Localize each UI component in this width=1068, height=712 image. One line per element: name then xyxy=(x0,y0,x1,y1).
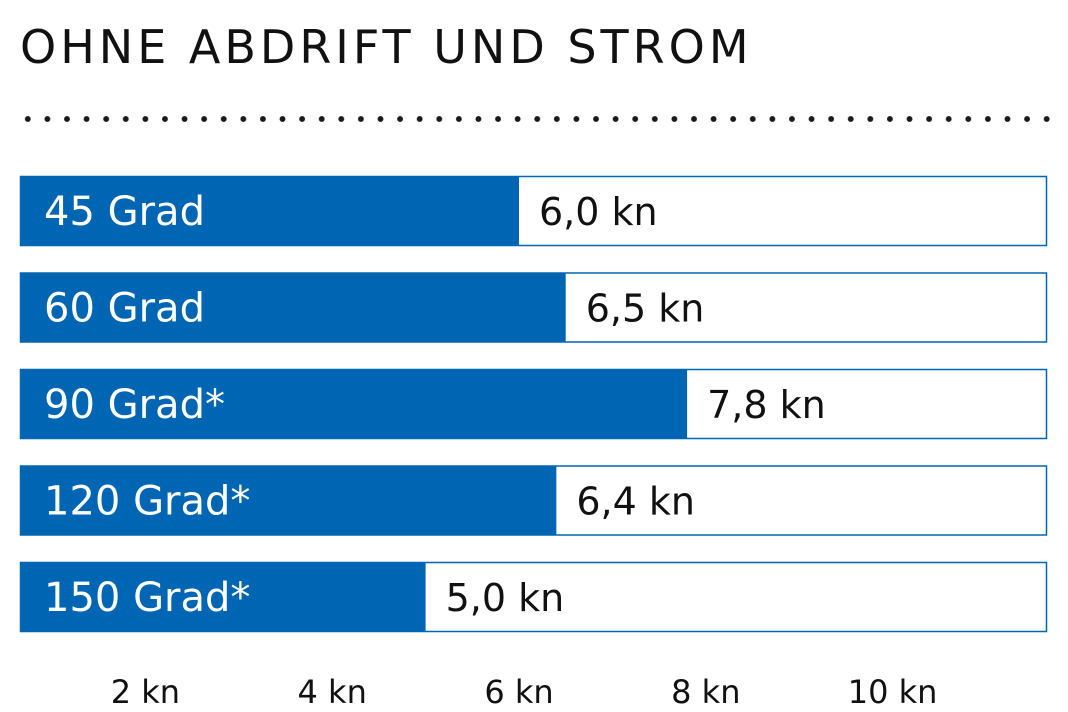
x-tick-label: 4 kn xyxy=(298,673,367,711)
bar xyxy=(20,176,519,246)
bar-category-label: 150 Grad* xyxy=(44,575,250,621)
bar-category-label: 45 Grad xyxy=(44,189,205,235)
bar xyxy=(20,465,557,536)
x-tick-label: 8 kn xyxy=(671,673,740,711)
bar-value-label: 6,0 kn xyxy=(539,190,658,234)
bar xyxy=(20,369,688,439)
bar-value-label: 5,0 kn xyxy=(446,576,565,620)
bar-category-label: 90 Grad* xyxy=(44,382,225,428)
bar-value-label: 7,8 kn xyxy=(707,383,826,427)
bar-category-label: 60 Grad xyxy=(44,286,205,332)
bar-category-label: 120 Grad* xyxy=(44,479,250,525)
bar-value-label: 6,5 kn xyxy=(586,287,705,331)
bar-value-label: 6,4 kn xyxy=(576,480,695,524)
chart-title: OHNE ABDRIFT UND STROM xyxy=(20,20,753,74)
x-tick-label: 6 kn xyxy=(484,673,553,711)
x-tick-label: 2 kn xyxy=(111,673,180,711)
bar xyxy=(20,562,426,632)
dotted-divider xyxy=(18,116,1052,122)
x-tick-label: 10 kn xyxy=(848,673,938,711)
bar xyxy=(20,272,566,343)
